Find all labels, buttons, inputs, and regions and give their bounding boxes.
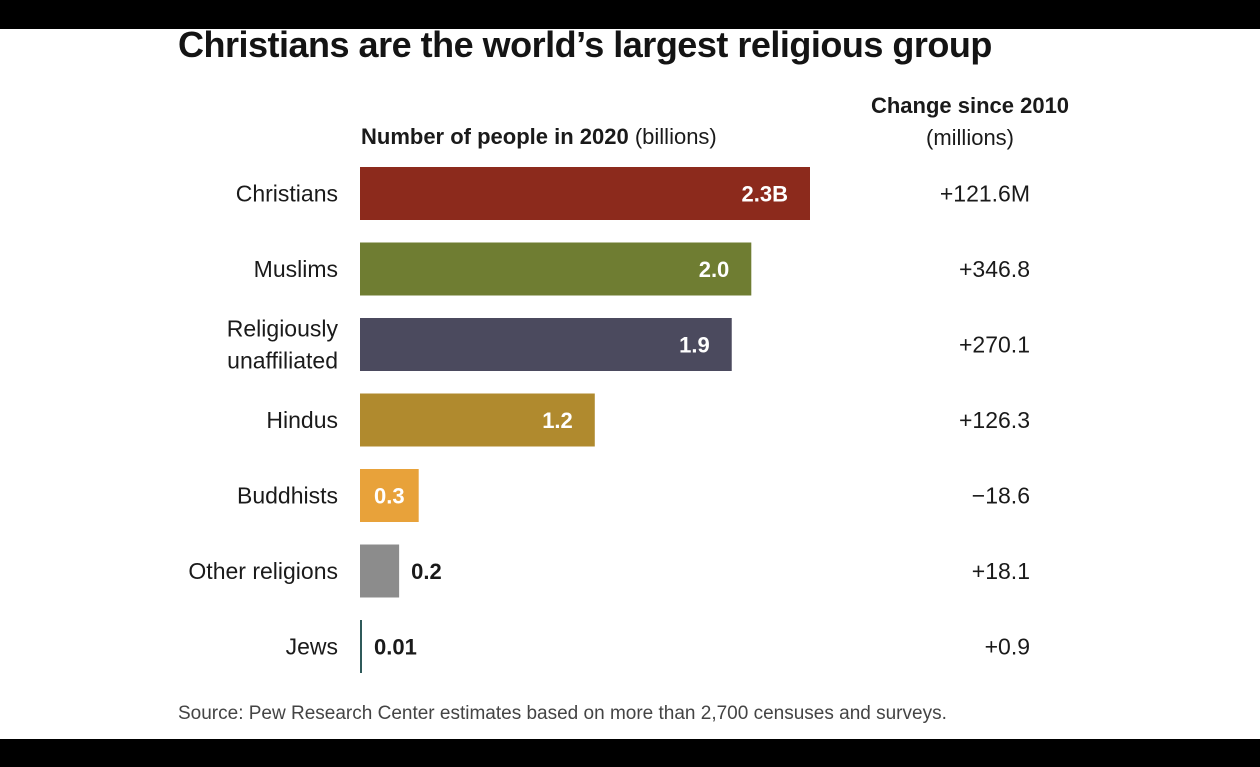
change-value: +270.1 (959, 332, 1030, 358)
category-label: unaffiliated (227, 348, 338, 374)
category-label: Hindus (266, 407, 338, 433)
left-column-header: Number of people in 2020 (billions) (361, 124, 717, 150)
letterbox-top (0, 0, 1260, 29)
value-label: 1.9 (679, 333, 710, 358)
value-label: 2.3B (742, 182, 788, 207)
right-header-bold: Change since 2010 (870, 93, 1070, 118)
change-value: +346.8 (959, 256, 1030, 282)
change-value: +0.9 (985, 634, 1030, 660)
left-header-bold: Number of people in 2020 (361, 124, 629, 149)
bar (360, 393, 595, 447)
bar (360, 167, 810, 220)
value-label: 2.0 (699, 257, 730, 282)
bar (360, 544, 400, 598)
change-value: +121.6M (940, 181, 1030, 207)
bar (360, 469, 419, 522)
value-label: 0.01 (374, 635, 417, 660)
left-header-unit: (billions) (628, 124, 717, 149)
change-value: +126.3 (959, 407, 1030, 433)
bar (360, 318, 732, 371)
value-label: 0.2 (411, 559, 442, 584)
category-label: Buddhists (237, 483, 338, 509)
value-label: 1.2 (542, 408, 573, 433)
category-label: Muslims (254, 256, 338, 282)
right-header-unit: (millions) (926, 125, 1014, 150)
bar (360, 620, 362, 673)
category-label: Other religions (188, 558, 338, 584)
source-note: Source: Pew Research Center estimates ba… (178, 703, 947, 724)
right-column-header: Change since 2010 (millions) (850, 90, 1090, 154)
change-value: +18.1 (972, 558, 1030, 584)
letterbox-bottom (0, 739, 1260, 767)
value-label: 0.3 (374, 484, 405, 509)
category-label: Religiously (227, 316, 339, 342)
bar (360, 242, 752, 296)
chart-title: Christians are the world’s largest relig… (178, 24, 992, 65)
change-value: −18.6 (972, 483, 1030, 509)
category-label: Jews (286, 634, 338, 660)
category-label: Christians (236, 181, 338, 207)
